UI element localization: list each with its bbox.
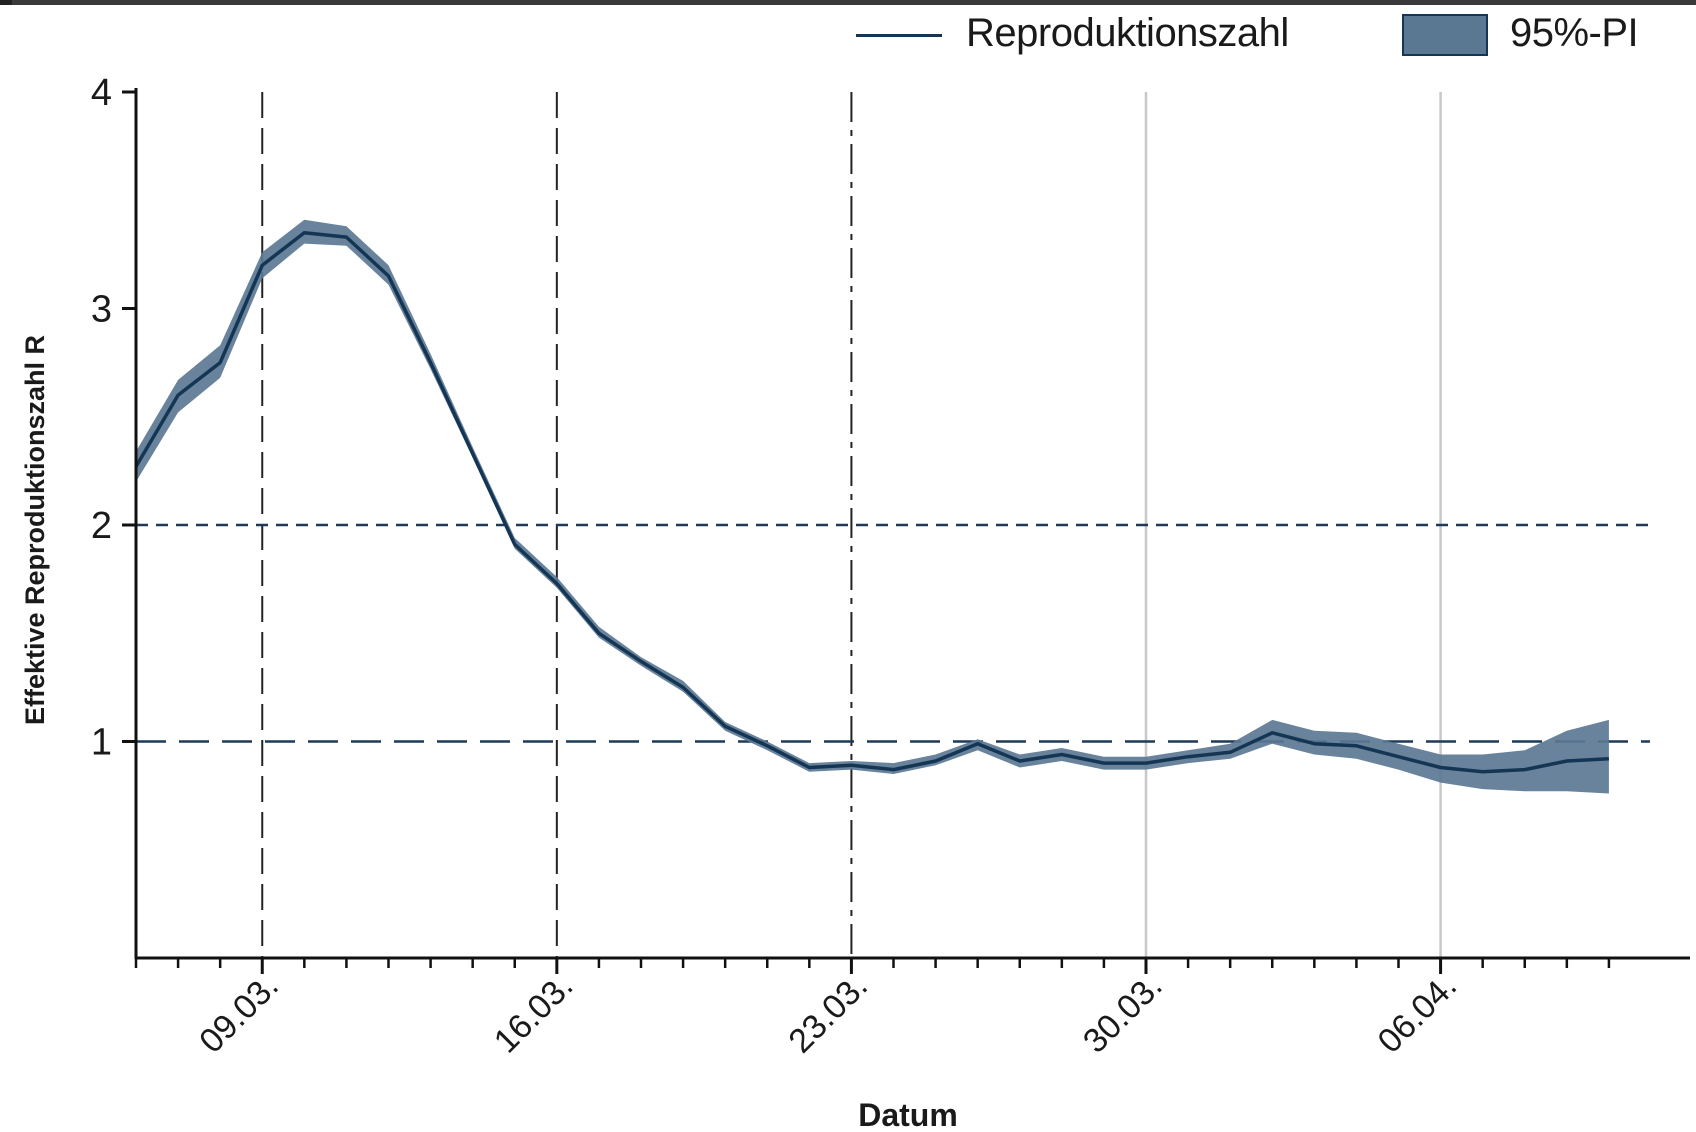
y-tick-label-4: 4 bbox=[91, 72, 112, 114]
legend-band-swatch bbox=[1402, 14, 1488, 56]
legend-line-swatch bbox=[856, 34, 942, 37]
prediction-interval-layer bbox=[136, 219, 1609, 794]
x-axis-title: Datum bbox=[858, 1097, 958, 1132]
x-tick-label-3003: 30.03. bbox=[1076, 967, 1170, 1061]
x-axis-ticks: 09.03. 16.03. 23.03. 30.03. 06.04. bbox=[134, 958, 1611, 1061]
r-value-line bbox=[134, 230, 1609, 774]
x-tick-label-1603: 16.03. bbox=[487, 967, 581, 1061]
y-axis-title: Effektive Reproduktionszahl R bbox=[20, 335, 50, 725]
y-tick-label-1: 1 bbox=[91, 722, 112, 764]
legend-label-reproduktionszahl: Reproduktionszahl bbox=[966, 11, 1289, 55]
axes bbox=[134, 88, 1690, 960]
y-tick-label-2: 2 bbox=[91, 505, 112, 547]
r-value-line-layer bbox=[134, 230, 1609, 774]
prediction-interval-band bbox=[136, 219, 1609, 794]
y-tick-label-3: 3 bbox=[91, 289, 112, 331]
reference-lines bbox=[136, 523, 1650, 743]
x-tick-label-0604: 06.04. bbox=[1371, 967, 1465, 1061]
window-top-bar bbox=[0, 0, 1696, 5]
y-axis-ticks: 1 2 3 4 bbox=[91, 72, 136, 764]
legend-label-95-pi: 95%-PI bbox=[1510, 11, 1639, 55]
data-points bbox=[135, 232, 1609, 772]
x-tick-label-2303: 23.03. bbox=[781, 967, 875, 1061]
x-tick-label-0903: 09.03. bbox=[192, 967, 286, 1061]
legend: Reproduktionszahl 95%-PI bbox=[0, 0, 1696, 70]
